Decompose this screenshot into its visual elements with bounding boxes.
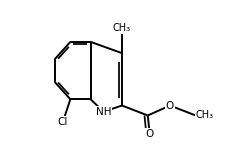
Text: O: O	[166, 100, 174, 110]
Text: Cl: Cl	[58, 117, 68, 127]
Text: CH₃: CH₃	[113, 23, 131, 33]
Text: O: O	[145, 129, 154, 139]
Text: CH₃: CH₃	[196, 110, 214, 121]
Text: NH: NH	[96, 107, 111, 117]
